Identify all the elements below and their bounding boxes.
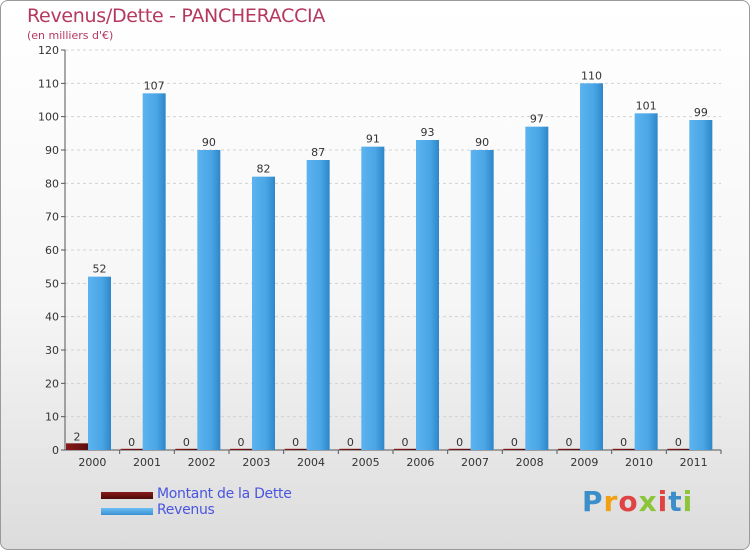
- data-label-revenus: 99: [694, 106, 708, 119]
- x-tick-label: 2007: [461, 456, 489, 469]
- x-tick-label: 2008: [516, 456, 544, 469]
- bar-dette: [612, 448, 635, 450]
- bar-revenus: [306, 160, 330, 450]
- x-tick-label: 2011: [680, 456, 708, 469]
- data-label-dette: 0: [620, 436, 627, 449]
- logo-letter: t: [668, 485, 683, 518]
- x-tick-label: 2001: [133, 456, 161, 469]
- bar-revenus: [470, 150, 494, 450]
- logo-letter: i: [657, 485, 669, 518]
- x-tick-label: 2009: [570, 456, 598, 469]
- legend-label-revenus: Revenus: [157, 502, 215, 518]
- data-label-revenus: 93: [421, 126, 435, 139]
- bar-revenus: [88, 276, 111, 450]
- legend-label-dette: Montant de la Dette: [157, 486, 292, 502]
- bar-dette: [339, 448, 362, 450]
- bar-dette: [230, 448, 252, 450]
- bar-revenus: [361, 146, 385, 450]
- data-label-revenus: 87: [311, 146, 325, 159]
- y-tick-label: 50: [45, 277, 59, 290]
- bar-dette: [284, 448, 307, 450]
- data-label-dette: 0: [566, 436, 573, 449]
- bar-dette: [503, 448, 526, 450]
- x-tick-label: 2005: [352, 456, 380, 469]
- logo-letter: o: [618, 485, 639, 518]
- bar-dette: [175, 448, 198, 450]
- y-tick-label: 80: [45, 177, 59, 190]
- data-label-dette: 0: [128, 436, 135, 449]
- bar-revenus: [525, 126, 549, 451]
- logo-letter: x: [638, 485, 658, 518]
- bar-dette: [66, 443, 88, 450]
- data-label-revenus: 110: [581, 69, 602, 82]
- bar-dette: [558, 448, 580, 450]
- chart-title: Revenus/Dette - PANCHERACCIA: [27, 5, 326, 27]
- y-tick-label: 10: [45, 411, 59, 424]
- bar-revenus: [142, 93, 166, 450]
- logo-letter: r: [603, 485, 619, 518]
- bar-revenus: [580, 83, 603, 450]
- bar-dette: [120, 448, 143, 450]
- x-tick-label: 2002: [188, 456, 216, 469]
- y-tick-label: 100: [38, 111, 59, 124]
- y-tick-label: 30: [45, 344, 59, 357]
- x-tick-label: 2000: [78, 456, 106, 469]
- legend-swatch-revenus: [101, 508, 153, 515]
- y-tick-label: 90: [45, 144, 59, 157]
- data-label-revenus: 90: [202, 136, 216, 149]
- data-label-revenus: 101: [636, 99, 657, 112]
- y-tick-label: 0: [52, 444, 59, 457]
- logo-letter: P: [582, 485, 604, 518]
- data-label-dette: 0: [238, 436, 245, 449]
- y-tick-label: 110: [38, 77, 59, 90]
- bar-revenus: [634, 113, 658, 450]
- data-label-dette: 0: [456, 436, 463, 449]
- data-label-dette: 0: [347, 436, 354, 449]
- y-tick-label: 60: [45, 244, 59, 257]
- data-label-revenus: 91: [366, 133, 380, 146]
- data-label-revenus: 82: [257, 163, 271, 176]
- x-tick-label: 2003: [242, 456, 270, 469]
- logo-letter: i: [682, 485, 694, 518]
- bar-revenus: [197, 150, 221, 450]
- data-label-revenus: 90: [475, 136, 489, 149]
- data-label-revenus: 107: [144, 79, 165, 92]
- bar-revenus: [416, 140, 439, 450]
- bar-revenus: [252, 176, 275, 450]
- data-label-revenus: 52: [93, 263, 107, 276]
- bar-dette: [394, 448, 416, 450]
- data-label-dette: 0: [292, 436, 299, 449]
- data-label-revenus: 97: [530, 113, 544, 126]
- data-label-dette: 0: [183, 436, 190, 449]
- data-label-dette: 2: [74, 430, 81, 443]
- y-tick-label: 70: [45, 211, 59, 224]
- data-label-dette: 0: [402, 436, 409, 449]
- x-tick-label: 2010: [625, 456, 653, 469]
- bar-dette: [667, 448, 690, 450]
- proxiti-logo: Proxiti: [582, 485, 693, 518]
- y-tick-label: 20: [45, 377, 59, 390]
- bar-dette: [448, 448, 471, 450]
- x-tick-label: 2006: [406, 456, 434, 469]
- x-tick-label: 2004: [297, 456, 325, 469]
- legend-swatch-dette: [101, 492, 153, 499]
- bar-revenus: [689, 120, 713, 450]
- chart-subtitle: (en milliers d'€): [27, 29, 114, 42]
- y-tick-label: 120: [38, 44, 59, 57]
- y-tick-label: 40: [45, 311, 59, 324]
- data-label-dette: 0: [511, 436, 518, 449]
- data-label-dette: 0: [675, 436, 682, 449]
